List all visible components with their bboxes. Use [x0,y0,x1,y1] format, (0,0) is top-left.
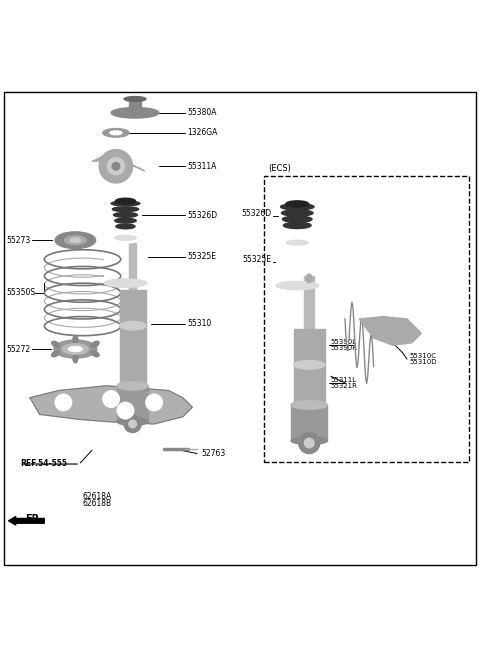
Ellipse shape [52,341,60,348]
Ellipse shape [286,201,309,207]
Text: 55326D: 55326D [241,210,271,219]
Ellipse shape [306,274,312,283]
Ellipse shape [62,344,88,354]
Ellipse shape [54,340,97,358]
Text: 55350S: 55350S [6,288,36,297]
Ellipse shape [65,236,86,244]
Ellipse shape [104,279,147,288]
Ellipse shape [287,240,308,245]
Ellipse shape [282,216,312,222]
Ellipse shape [294,361,324,369]
Ellipse shape [291,401,327,409]
Ellipse shape [115,235,136,240]
Ellipse shape [120,382,146,390]
Text: 55311A: 55311A [188,162,217,171]
Ellipse shape [294,401,324,409]
Ellipse shape [91,341,99,348]
Ellipse shape [91,351,99,357]
Ellipse shape [52,351,60,357]
Text: 55390L: 55390L [331,339,357,345]
Ellipse shape [110,131,122,135]
Ellipse shape [68,346,83,352]
Circle shape [103,390,120,408]
Bar [120,290,146,386]
Text: 55321R: 55321R [331,383,358,389]
Circle shape [299,432,320,453]
Text: 55390R: 55390R [331,344,358,351]
Text: 62618B: 62618B [83,499,112,508]
Circle shape [55,394,72,411]
Ellipse shape [73,354,78,363]
Ellipse shape [120,321,146,330]
Text: 55311L: 55311L [331,377,357,383]
Ellipse shape [117,382,148,390]
Text: 1326GA: 1326GA [188,128,218,137]
Bar [276,242,319,286]
Text: 55325E: 55325E [188,252,216,261]
Circle shape [145,394,163,411]
Text: FR.: FR. [25,514,43,524]
Ellipse shape [114,212,137,217]
Text: 55310: 55310 [188,319,212,328]
Text: 55272: 55272 [6,344,30,353]
Circle shape [129,420,136,428]
Polygon shape [360,317,421,345]
Text: REF.54-555: REF.54-555 [21,459,68,468]
Bar [117,386,148,422]
Bar [291,405,327,441]
Polygon shape [92,154,120,162]
Text: 55273: 55273 [6,236,30,244]
Ellipse shape [117,418,148,425]
Circle shape [112,162,120,170]
Ellipse shape [104,233,147,243]
Circle shape [99,150,132,183]
Bar [294,328,324,405]
Ellipse shape [116,224,135,229]
Circle shape [304,438,314,448]
Ellipse shape [111,201,140,206]
Text: 55310D: 55310D [409,359,437,365]
Ellipse shape [291,437,327,445]
Circle shape [117,402,134,419]
Ellipse shape [73,335,78,344]
Ellipse shape [124,97,146,101]
Ellipse shape [111,108,159,118]
Ellipse shape [281,204,314,210]
Polygon shape [30,386,192,424]
Text: 55326D: 55326D [188,211,217,220]
Ellipse shape [103,129,129,137]
Ellipse shape [70,238,81,242]
Bar [104,238,147,283]
Text: 55325E: 55325E [242,255,271,264]
Ellipse shape [115,218,136,223]
Ellipse shape [276,237,319,248]
Circle shape [124,415,141,432]
Text: 62618A: 62618A [83,492,112,501]
Bar [304,276,314,338]
Bar [129,233,136,319]
Text: 55380A: 55380A [188,108,217,118]
Bar [129,99,141,108]
Text: 52763: 52763 [202,449,226,458]
Ellipse shape [112,207,139,212]
Ellipse shape [55,232,96,248]
Text: 55310C: 55310C [409,353,436,359]
Ellipse shape [116,198,135,204]
Text: (ECS): (ECS) [269,164,291,173]
Ellipse shape [276,281,319,290]
Polygon shape [123,162,144,171]
Circle shape [108,158,124,175]
Ellipse shape [283,222,311,229]
FancyArrow shape [9,516,44,525]
Ellipse shape [281,210,313,216]
